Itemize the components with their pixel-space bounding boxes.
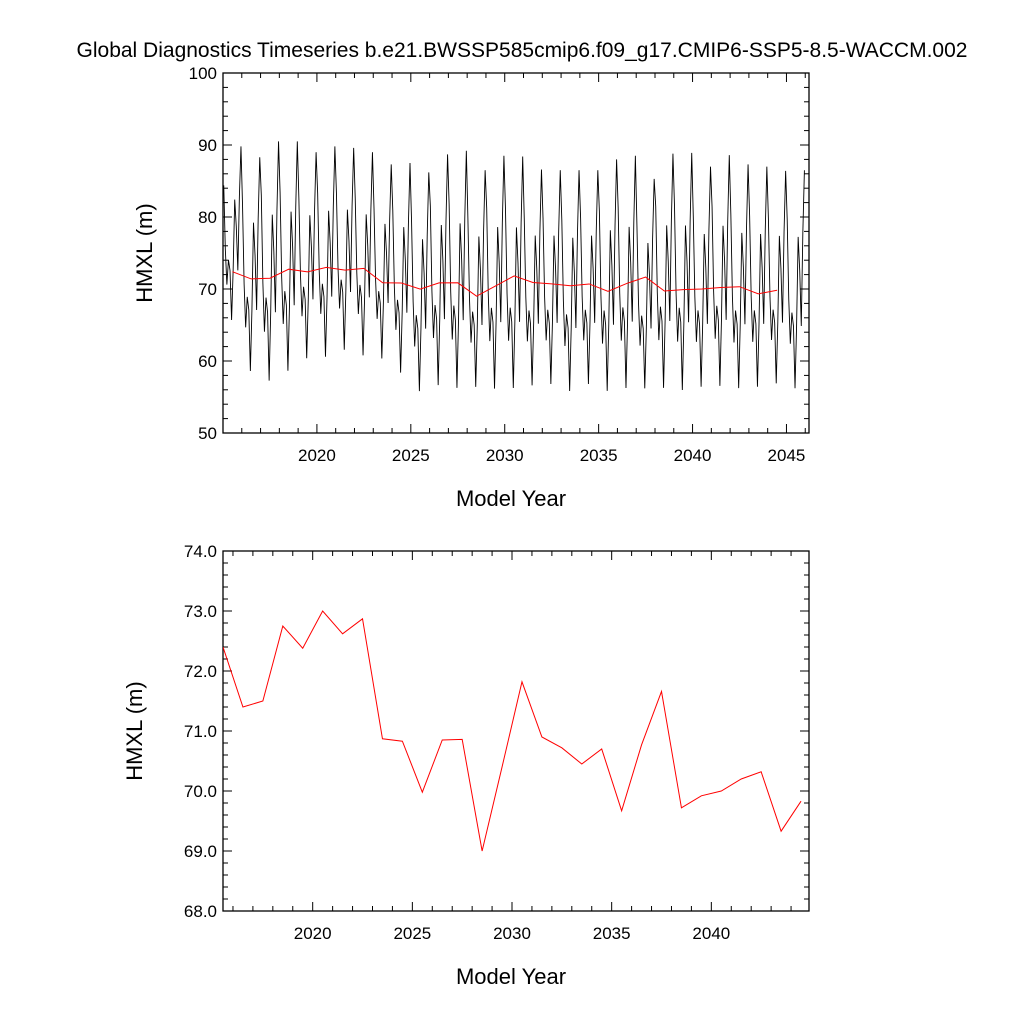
y-tick-label: 70 bbox=[198, 280, 217, 299]
y-tick-label: 68.0 bbox=[184, 902, 217, 921]
x-tick-label: 2035 bbox=[580, 446, 618, 465]
x-tick-label: 2025 bbox=[393, 924, 431, 943]
x-tick-label: 2040 bbox=[674, 446, 712, 465]
y-tick-label: 50 bbox=[198, 424, 217, 443]
panel-monthly-timeseries: Model Year HMXL (m) 2020 2025 2030 2035 2040… bbox=[132, 64, 810, 511]
x-tick-label: 2040 bbox=[692, 924, 730, 943]
y-axis-label-top: HMXL (m) bbox=[132, 203, 157, 302]
y-tick-label: 74.0 bbox=[184, 542, 217, 561]
x-tick-label: 2030 bbox=[493, 924, 531, 943]
x-tick-label: 2020 bbox=[294, 924, 332, 943]
y-tick-label: 100 bbox=[189, 64, 217, 83]
x-axis-label-top: Model Year bbox=[456, 486, 566, 511]
x-axis-label-bottom: Model Year bbox=[456, 964, 566, 989]
y-tick-label: 90 bbox=[198, 136, 217, 155]
x-tick-label: 2035 bbox=[593, 924, 631, 943]
x-tick-label: 2020 bbox=[298, 446, 336, 465]
y-tick-label: 80 bbox=[198, 208, 217, 227]
y-tick-label: 72.0 bbox=[184, 662, 217, 681]
x-tick-label: 2025 bbox=[392, 446, 430, 465]
plot-frame-bottom bbox=[222, 550, 810, 912]
plot-frame-top bbox=[222, 72, 810, 434]
y-tick-label: 60 bbox=[198, 352, 217, 371]
series-line-monthly bbox=[223, 141, 805, 392]
y-tick-label: 70.0 bbox=[184, 782, 217, 801]
y-tick-label: 73.0 bbox=[184, 602, 217, 621]
x-tick-label: 2045 bbox=[768, 446, 806, 465]
panel-annual-mean: Model Year HMXL (m) 2020 2025 2030 2035 2040… bbox=[122, 542, 810, 989]
y-tick-label: 71.0 bbox=[184, 722, 217, 741]
y-axis-label-bottom: HMXL (m) bbox=[122, 681, 147, 780]
x-tick-label: 2030 bbox=[486, 446, 524, 465]
series-line-annual-mean bbox=[232, 266, 778, 297]
series-line-annual-mean bbox=[223, 610, 802, 852]
y-tick-label: 69.0 bbox=[184, 842, 217, 861]
chart-title: Global Diagnostics Timeseries b.e21.BWSS… bbox=[77, 39, 968, 62]
